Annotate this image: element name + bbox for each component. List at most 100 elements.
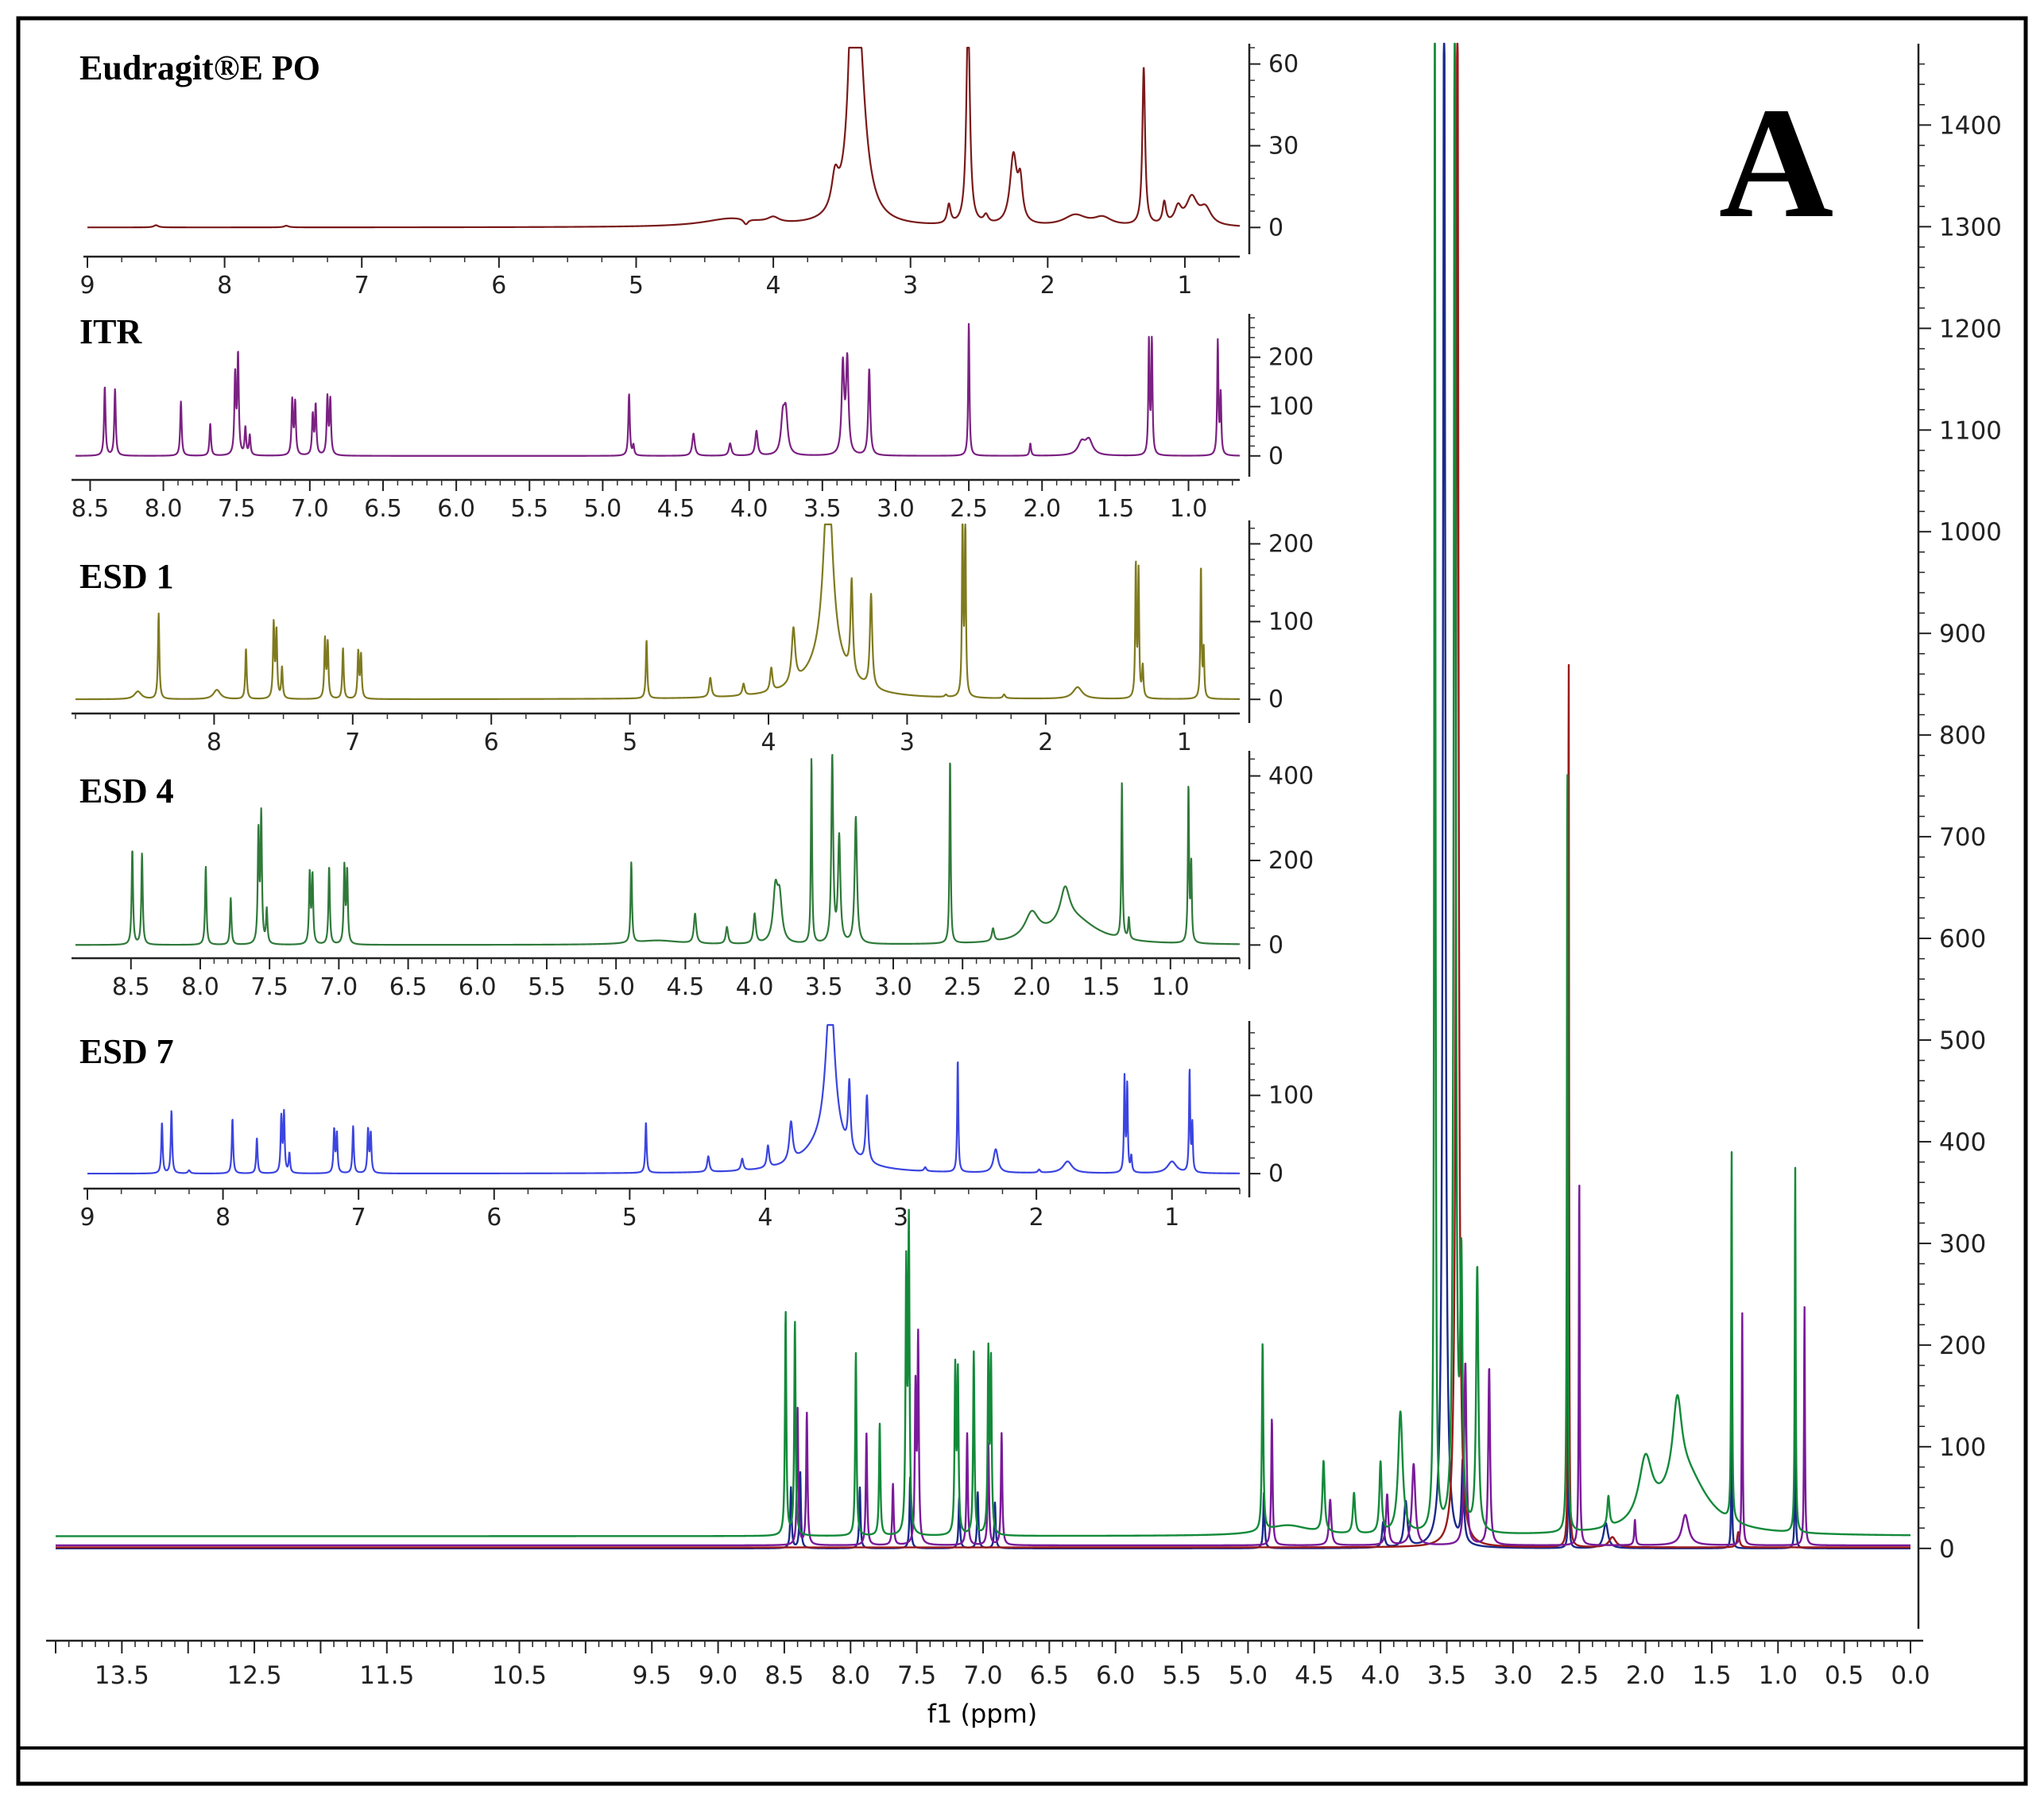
overlay-series-green — [55, 42, 1911, 1537]
x-tick-label-overlay: 9.5 — [633, 1661, 672, 1690]
y-tick-label-overlay: 1400 — [1939, 111, 2002, 140]
x-tick-label-overlay: 13.5 — [95, 1661, 149, 1690]
x-tick-label-esd7: 1 — [1164, 1204, 1179, 1232]
overlay-series-navy — [55, 42, 1911, 1550]
x-tick-label-overlay: 3.0 — [1493, 1661, 1532, 1690]
x-tick-label-itr: 1.5 — [1097, 495, 1135, 523]
x-tick-label-eudragit: 8 — [217, 272, 232, 300]
y-tick-label-overlay: 100 — [1939, 1433, 1986, 1462]
x-tick-label-itr: 2.0 — [1023, 495, 1061, 523]
x-tick-label-itr: 1.0 — [1170, 495, 1208, 523]
x-tick-label-overlay: 0.0 — [1891, 1661, 1930, 1690]
x-tick-label-overlay: 3.5 — [1427, 1661, 1466, 1690]
x-tick-label-overlay: 1.0 — [1759, 1661, 1798, 1690]
x-tick-label-itr: 5.5 — [510, 495, 548, 523]
x-tick-label-eudragit: 6 — [491, 272, 506, 300]
y-tick-label-overlay: 500 — [1939, 1027, 1986, 1055]
x-tick-label-esd4: 4.5 — [667, 973, 705, 1001]
x-tick-label-overlay: 6.5 — [1030, 1661, 1069, 1690]
x-tick-label-esd1: 3 — [900, 729, 915, 756]
spectrum-esd4: ESD 4 8.5 8.0 7.5 7.0 6.5 6.0 5.5 5.0 4.5 4.0 3.5 3… — [72, 751, 1314, 1001]
y-tick-label-overlay: 900 — [1939, 620, 1986, 648]
x-tick-label-esd4: 2.0 — [1013, 973, 1051, 1001]
panel-letter: A — [1719, 75, 1833, 251]
x-tick-label-esd7: 9 — [79, 1204, 95, 1232]
x-tick-label-overlay: 7.5 — [897, 1661, 936, 1690]
x-tick-label-overlay: 0.5 — [1825, 1661, 1864, 1690]
x-tick-label-itr: 2.5 — [950, 495, 988, 523]
spectrum-itr: ITR 8.5 8.0 7.5 7.0 6.5 6.0 5.5 5.0 4.5 4.0 3.5 3.0… — [72, 312, 1314, 523]
x-tick-label-esd4: 6.5 — [389, 973, 428, 1001]
x-tick-label-esd7: 6 — [486, 1204, 501, 1232]
spectrum-line-esd7 — [87, 1023, 1241, 1175]
x-tick-label-esd4: 1.0 — [1152, 973, 1190, 1001]
x-tick-label-overlay: 4.5 — [1295, 1661, 1334, 1690]
x-tick-label-esd7: 3 — [893, 1204, 908, 1232]
x-tick-label-itr: 3.5 — [803, 495, 842, 523]
x-tick-label-esd4: 1.5 — [1082, 973, 1121, 1001]
y-tick-label-itr: 0 — [1268, 443, 1283, 470]
y-tick-label-eudragit: 60 — [1268, 51, 1299, 79]
y-tick-label-overlay: 1100 — [1939, 416, 2002, 445]
x-tick-label-overlay: 9.0 — [699, 1661, 737, 1690]
x-tick-label-itr: 3.0 — [877, 495, 915, 523]
y-tick-label-esd7: 0 — [1268, 1160, 1283, 1188]
x-tick-label-overlay: 4.0 — [1361, 1661, 1399, 1690]
x-tick-label-overlay: 8.5 — [765, 1661, 803, 1690]
x-tick-label-itr: 7.0 — [291, 495, 329, 523]
x-tick-label-esd4: 5.5 — [528, 973, 566, 1001]
x-tick-label-esd7: 8 — [215, 1204, 230, 1232]
spectrum-line-esd1 — [75, 523, 1241, 701]
y-tick-label-overlay: 0 — [1939, 1535, 1955, 1564]
x-tick-label-itr: 6.5 — [364, 495, 402, 523]
spectrum-line-esd4 — [75, 753, 1241, 946]
figure-frame — [16, 16, 2028, 1786]
spectrum-title-eudragit: Eudragit®E PO — [79, 48, 320, 87]
y-tick-label-esd4: 200 — [1268, 847, 1314, 875]
y-tick-label-esd1: 0 — [1268, 686, 1283, 713]
y-tick-label-overlay: 1200 — [1939, 315, 2002, 343]
spectrum-line-itr — [75, 323, 1241, 457]
x-tick-label-esd4: 8.0 — [181, 973, 219, 1001]
x-tick-label-itr: 8.0 — [145, 495, 183, 523]
y-tick-label-overlay: 1300 — [1939, 213, 2002, 242]
overlay-series-red — [55, 42, 1911, 1549]
spectrum-line-eudragit — [87, 46, 1241, 229]
overlay-series-purple — [55, 1185, 1911, 1547]
x-tick-label-esd1: 8 — [207, 729, 222, 756]
spectrum-overlay: f1 (ppm) 13.5 12.5 11.5 10.5 9.5 9.0 8.5 8.0 7.5… — [46, 42, 2002, 1729]
x-tick-label-overlay: 2.0 — [1626, 1661, 1665, 1690]
x-tick-label-overlay: 2.5 — [1560, 1661, 1599, 1690]
x-tick-label-itr: 4.5 — [657, 495, 695, 523]
y-tick-label-overlay: 800 — [1939, 721, 1986, 750]
y-tick-label-overlay: 300 — [1939, 1230, 1986, 1259]
x-tick-label-esd1: 7 — [345, 729, 360, 756]
x-tick-label-esd1: 6 — [484, 729, 499, 756]
x-tick-label-esd4: 6.0 — [459, 973, 497, 1001]
x-tick-label-esd7: 5 — [622, 1204, 637, 1232]
x-tick-label-overlay: 12.5 — [227, 1661, 282, 1690]
y-tick-label-overlay: 600 — [1939, 925, 1986, 953]
y-tick-label-overlay: 200 — [1939, 1332, 1986, 1360]
x-tick-label-overlay: 6.0 — [1096, 1661, 1135, 1690]
x-tick-label-itr: 4.0 — [730, 495, 768, 523]
x-tick-label-itr: 7.5 — [218, 495, 256, 523]
x-tick-label-esd4: 2.5 — [943, 973, 981, 1001]
x-tick-label-eudragit: 4 — [766, 272, 781, 300]
spectrum-title-itr: ITR — [79, 312, 142, 351]
x-tick-label-eudragit: 3 — [903, 272, 918, 300]
x-tick-label-eudragit: 5 — [629, 272, 644, 300]
spectrum-title-esd4: ESD 4 — [79, 771, 174, 810]
x-tick-label-esd4: 3.0 — [874, 973, 912, 1001]
x-tick-label-esd1: 2 — [1038, 729, 1053, 756]
x-tick-label-overlay: 1.5 — [1692, 1661, 1731, 1690]
spectrum-eudragit: Eudragit®E PO 9 8 7 6 5 4 3 2 1 0 30 60 — [79, 44, 1299, 300]
x-tick-label-overlay: 5.5 — [1162, 1661, 1201, 1690]
x-tick-label-eudragit: 7 — [354, 272, 370, 300]
y-tick-label-itr: 200 — [1268, 344, 1314, 372]
x-tick-label-esd4: 4.0 — [736, 973, 774, 1001]
x-tick-label-itr: 6.0 — [437, 495, 475, 523]
x-tick-label-esd4: 8.5 — [112, 973, 150, 1001]
x-tick-label-overlay: 5.0 — [1229, 1661, 1268, 1690]
